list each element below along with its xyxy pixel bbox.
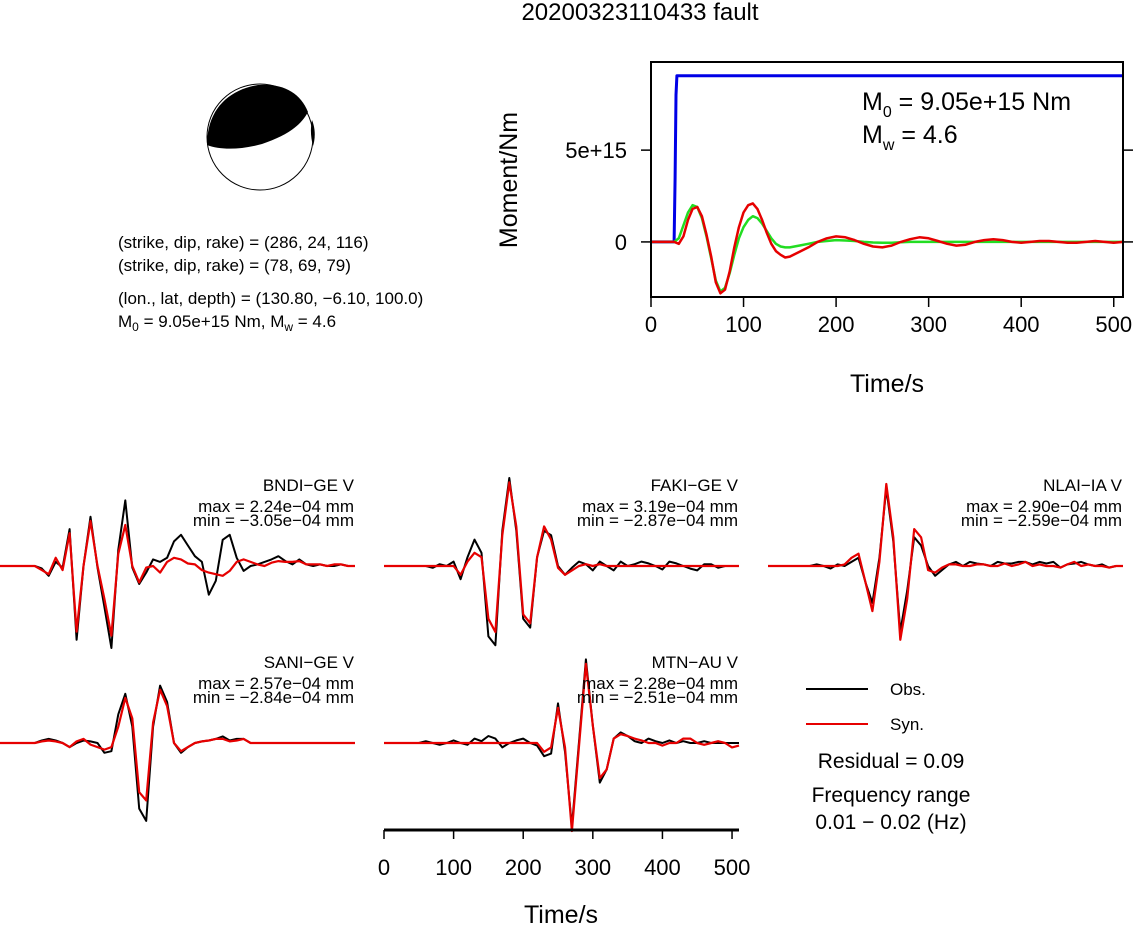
hypocenter-line: (lon., lat, depth) = (130.80, −6.10, 100… — [118, 289, 423, 308]
waveform-x-tick-label: 500 — [714, 855, 751, 880]
beachball-icon — [206, 83, 315, 191]
station-name: BNDI−GE V — [263, 476, 355, 495]
moment-m0-annotation: M0 = 9.05e+15 Nm — [862, 88, 1071, 121]
station-max-amplitude: max = 2.24e−04 mm — [198, 497, 354, 516]
station-min-amplitude: min = −2.84e−04 mm — [193, 688, 354, 707]
legend-obs-label: Obs. — [890, 680, 926, 699]
moment-rate-observed-line — [651, 202, 1124, 295]
legend: Obs. Syn. — [806, 680, 926, 734]
waveform-x-axis-label: Time/s — [524, 901, 598, 927]
station-name: FAKI−GE V — [651, 476, 739, 495]
moment-x-tick-label: 500 — [1095, 312, 1132, 337]
station-name: SANI−GE V — [264, 653, 355, 672]
residual-value: Residual = 0.09 — [818, 750, 965, 773]
station-min-amplitude: min = −2.51e−04 mm — [577, 688, 738, 707]
nodal-plane-1: (strike, dip, rake) = (286, 24, 116) — [118, 233, 369, 252]
legend-syn-label: Syn. — [890, 715, 924, 734]
waveform-x-tick-label: 400 — [644, 855, 681, 880]
nodal-plane-2: (strike, dip, rake) = (78, 69, 79) — [118, 256, 351, 275]
station-max-amplitude: max = 2.90e−04 mm — [966, 497, 1122, 516]
waveform-x-tick-label: 200 — [505, 855, 542, 880]
figure-title: 20200323110433 fault — [521, 0, 758, 26]
moment-magnitude-line: M0 = 9.05e+15 Nm, Mw = 4.6 — [118, 312, 336, 334]
station-max-amplitude: max = 3.19e−04 mm — [582, 497, 738, 516]
moment-mw-annotation: Mw = 4.6 — [862, 121, 958, 154]
station-min-amplitude: min = −2.59e−04 mm — [961, 511, 1122, 530]
synthetic-trace — [0, 519, 355, 637]
moment-x-tick-label: 300 — [910, 312, 947, 337]
frequency-range-value: 0.01 − 0.02 (Hz) — [815, 811, 966, 834]
station-name: MTN−AU V — [652, 653, 739, 672]
synthetic-trace — [384, 481, 739, 634]
station-max-amplitude: max = 2.28e−04 mm — [582, 674, 738, 693]
waveform-x-tick-label: 300 — [574, 855, 611, 880]
station-max-amplitude: max = 2.57e−04 mm — [198, 674, 354, 693]
station-min-amplitude: min = −3.05e−04 mm — [193, 511, 354, 530]
source-parameters: (strike, dip, rake) = (286, 24, 116) (st… — [118, 233, 423, 334]
moment-x-tick-label: 0 — [645, 312, 657, 337]
moment-y-tick-label: 5e+15 — [565, 138, 627, 163]
moment-y-axis-label: Moment/Nm — [495, 112, 523, 248]
moment-rate-synthetic-line — [651, 203, 1123, 293]
waveform-x-tick-label: 100 — [435, 855, 472, 880]
moment-x-tick-label: 400 — [1003, 312, 1040, 337]
synthetic-trace — [768, 482, 1123, 641]
synthetic-trace — [384, 662, 740, 833]
moment-x-axis-label: Time/s — [850, 370, 924, 398]
moment-y-tick-label: 0 — [615, 230, 627, 255]
moment-plot-frame — [650, 61, 1124, 298]
moment-x-tick-label: 200 — [818, 312, 855, 337]
station-min-amplitude: min = −2.87e−04 mm — [577, 511, 738, 530]
synthetic-trace — [0, 688, 355, 802]
waveform-x-tick-label: 0 — [378, 855, 390, 880]
frequency-range-label: Frequency range — [812, 784, 971, 807]
station-name: NLAI−IA V — [1043, 476, 1123, 495]
moment-x-tick-label: 100 — [725, 312, 762, 337]
